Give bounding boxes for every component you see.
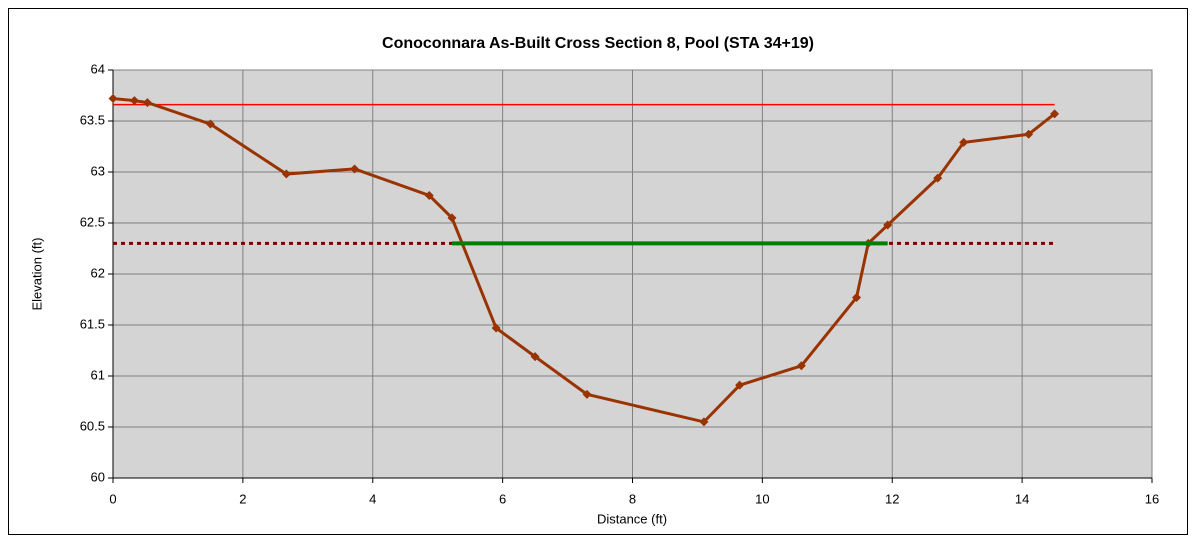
x-tick-label: 14 [1015,491,1029,506]
marker [281,169,291,179]
x-tick-label: 12 [885,491,899,506]
y-tick-label: 60.5 [80,418,105,433]
x-tick-label: 0 [109,491,116,506]
marker [883,220,893,230]
y-tick-label: 60 [91,469,105,484]
x-tick-label: 2 [239,491,246,506]
x-axis-label: Distance (ft) [597,511,667,526]
marker [933,173,943,183]
marker [582,389,592,399]
x-tick-label: 8 [629,491,636,506]
marker [350,164,360,174]
y-tick-label: 61 [91,367,105,382]
y-tick-label: 62 [91,265,105,280]
marker [424,190,434,200]
marker [959,137,969,147]
marker [491,323,501,333]
marker [530,352,540,362]
marker [108,94,118,104]
y-tick-label: 64 [91,61,105,76]
marker [735,380,745,390]
marker [1050,109,1060,119]
x-tick-label: 4 [369,491,376,506]
marker [699,417,709,427]
chart-title: Conoconnara As-Built Cross Section 8, Po… [382,35,814,52]
marker [205,119,215,129]
x-tick-label: 10 [755,491,769,506]
y-tick-label: 63.5 [80,112,105,127]
y-tick-label: 61.5 [80,316,105,331]
marker [796,361,806,371]
marker [852,292,862,302]
x-tick-label: 16 [1145,491,1159,506]
marker [142,98,152,108]
y-axis-label: Elevation (ft) [29,238,44,311]
marker [447,213,457,223]
marker [129,96,139,106]
y-tick-label: 62.5 [80,214,105,229]
y-tick-label: 63 [91,163,105,178]
marker [1024,129,1034,139]
x-tick-label: 6 [499,491,506,506]
